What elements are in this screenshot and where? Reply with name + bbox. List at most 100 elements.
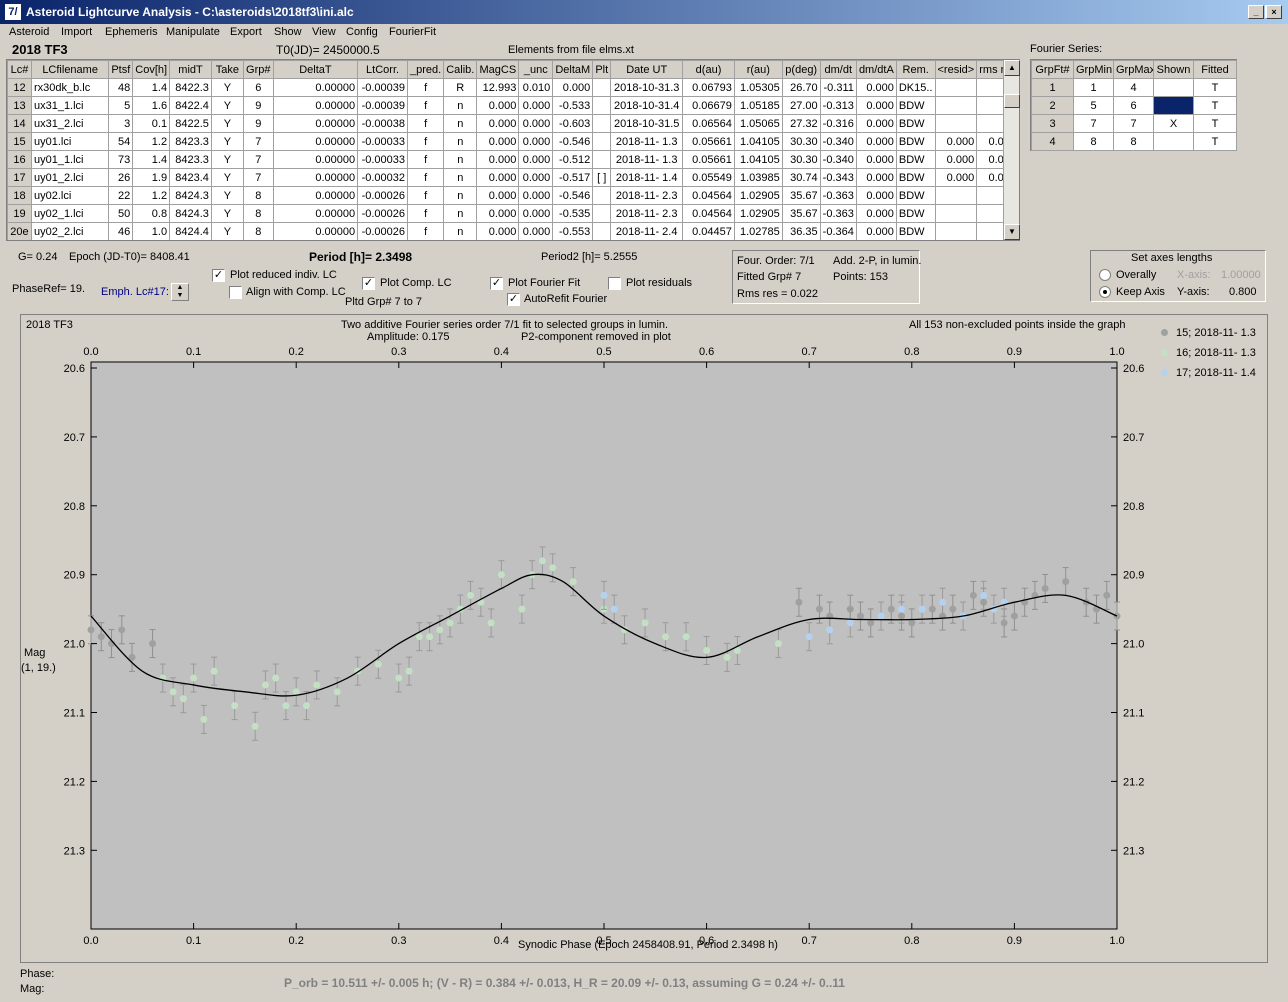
fourier-cell[interactable]: 4 bbox=[1113, 78, 1154, 97]
table-cell[interactable]: 35.67 bbox=[781, 204, 821, 223]
table-cell[interactable]: 8424.4 bbox=[169, 222, 212, 240]
table-cell[interactable]: f bbox=[407, 168, 445, 187]
row-header[interactable]: 15 bbox=[7, 132, 32, 151]
table-cell[interactable]: 1.02905 bbox=[733, 204, 783, 223]
table-cell[interactable]: Y bbox=[210, 132, 244, 151]
row-header[interactable]: 17 bbox=[7, 168, 32, 187]
table-cell[interactable] bbox=[934, 186, 978, 205]
menu-import[interactable]: Import bbox=[61, 26, 93, 38]
fourier-cell[interactable]: T bbox=[1193, 132, 1237, 151]
overally-radio[interactable] bbox=[1099, 269, 1111, 281]
lc-col-header[interactable]: dm/dtA bbox=[855, 60, 897, 79]
table-cell[interactable]: 8423.3 bbox=[169, 132, 212, 151]
table-cell[interactable]: -0.00026 bbox=[357, 204, 409, 223]
table-cell[interactable]: 0.000 bbox=[476, 132, 520, 151]
fourier-row-header[interactable]: 4 bbox=[1031, 132, 1074, 151]
table-cell[interactable]: 8 bbox=[242, 204, 274, 223]
lc-col-header[interactable]: Cov[h] bbox=[132, 60, 171, 79]
table-cell[interactable]: -0.535 bbox=[552, 204, 594, 223]
table-cell[interactable]: Y bbox=[210, 204, 244, 223]
menu-manipulate[interactable]: Manipulate bbox=[166, 26, 220, 38]
lc-col-header[interactable]: LtCorr. bbox=[357, 60, 409, 79]
table-cell[interactable]: 8422.4 bbox=[169, 96, 212, 115]
lc-col-header[interactable]: MagCS bbox=[476, 60, 520, 79]
table-cell[interactable]: 1.04105 bbox=[733, 150, 783, 169]
table-cell[interactable]: 8424.3 bbox=[169, 204, 212, 223]
table-cell[interactable]: Y bbox=[210, 96, 244, 115]
table-cell[interactable]: n bbox=[443, 114, 478, 133]
table-cell[interactable]: 0.00000 bbox=[272, 204, 359, 223]
table-cell[interactable]: 0.000 bbox=[934, 168, 978, 187]
table-cell[interactable]: 0.000 bbox=[855, 222, 897, 240]
table-cell[interactable]: -0.313 bbox=[819, 96, 857, 115]
table-cell[interactable]: 2018-11- 2.3 bbox=[610, 186, 684, 205]
table-cell[interactable]: 54 bbox=[108, 132, 134, 151]
table-cell[interactable] bbox=[592, 114, 612, 133]
table-cell[interactable]: 7 bbox=[242, 168, 274, 187]
scroll-thumb[interactable] bbox=[1004, 94, 1020, 108]
table-cell[interactable]: 0.000 bbox=[855, 78, 897, 97]
table-cell[interactable]: f bbox=[407, 114, 445, 133]
table-cell[interactable]: n bbox=[443, 150, 478, 169]
table-cell[interactable]: n bbox=[443, 222, 478, 240]
lc-col-header[interactable]: Calib. bbox=[443, 60, 478, 79]
table-cell[interactable]: BDW bbox=[895, 150, 936, 169]
table-cell[interactable]: 6 bbox=[242, 78, 274, 97]
table-cell[interactable]: uy02_2.lci bbox=[30, 222, 110, 240]
lc-table-scrollbar[interactable]: ▲ ▼ bbox=[1003, 60, 1020, 240]
table-cell[interactable]: 5 bbox=[108, 96, 134, 115]
table-cell[interactable]: BDW bbox=[895, 96, 936, 115]
table-cell[interactable]: -0.00032 bbox=[357, 168, 409, 187]
table-cell[interactable]: 1.2 bbox=[132, 132, 171, 151]
table-cell[interactable]: -0.340 bbox=[819, 132, 857, 151]
lc-col-header[interactable]: Rem. bbox=[895, 60, 936, 79]
menu-show[interactable]: Show bbox=[274, 26, 302, 38]
table-cell[interactable]: -0.546 bbox=[552, 132, 594, 151]
table-cell[interactable]: -0.363 bbox=[819, 204, 857, 223]
table-cell[interactable]: f bbox=[407, 78, 445, 97]
table-cell[interactable]: 0.1 bbox=[132, 114, 171, 133]
table-cell[interactable]: 0.00000 bbox=[272, 132, 359, 151]
table-cell[interactable] bbox=[592, 78, 612, 97]
lc-col-header[interactable]: midT bbox=[169, 60, 212, 79]
table-row[interactable]: 16 uy01_1.lci 73 1.4 8423.3 Y 7 0.00000 -0.00033… bbox=[7, 150, 1019, 169]
scroll-down-icon[interactable]: ▼ bbox=[1004, 224, 1020, 240]
table-cell[interactable]: 8422.3 bbox=[169, 78, 212, 97]
table-cell[interactable] bbox=[934, 114, 978, 133]
table-cell[interactable]: 3 bbox=[108, 114, 134, 133]
table-cell[interactable] bbox=[934, 222, 978, 240]
table-cell[interactable]: 0.06793 bbox=[682, 78, 735, 97]
table-cell[interactable]: 8424.3 bbox=[169, 186, 212, 205]
lc-col-header[interactable]: Ptsf bbox=[108, 60, 134, 79]
fourier-row-header[interactable]: 3 bbox=[1031, 114, 1074, 133]
yaxis-input[interactable]: 0.800 bbox=[1229, 286, 1257, 298]
table-cell[interactable]: n bbox=[443, 168, 478, 187]
table-cell[interactable]: -0.553 bbox=[552, 222, 594, 240]
table-cell[interactable]: 0.05661 bbox=[682, 132, 735, 151]
fourier-cell[interactable]: 8 bbox=[1113, 132, 1154, 151]
table-cell[interactable]: 26.70 bbox=[781, 78, 821, 97]
table-cell[interactable]: 30.30 bbox=[781, 132, 821, 151]
table-cell[interactable]: 0.000 bbox=[476, 186, 520, 205]
table-cell[interactable]: 1.9 bbox=[132, 168, 171, 187]
table-cell[interactable]: 46 bbox=[108, 222, 134, 240]
table-cell[interactable]: 0.000 bbox=[855, 186, 897, 205]
menu-ephemeris[interactable]: Ephemeris bbox=[105, 26, 158, 38]
fourier-cell[interactable]: X bbox=[1153, 114, 1194, 133]
lc-col-header[interactable]: DeltaM bbox=[552, 60, 594, 79]
table-cell[interactable] bbox=[592, 186, 612, 205]
table-cell[interactable]: -0.340 bbox=[819, 150, 857, 169]
emph-spinner[interactable]: ▲ ▼ bbox=[171, 283, 189, 301]
table-cell[interactable]: 0.05549 bbox=[682, 168, 735, 187]
align-comp-checkbox[interactable] bbox=[229, 286, 242, 299]
table-cell[interactable] bbox=[592, 204, 612, 223]
table-cell[interactable]: 0.06564 bbox=[682, 114, 735, 133]
table-cell[interactable]: 26 bbox=[108, 168, 134, 187]
table-cell[interactable]: 27.32 bbox=[781, 114, 821, 133]
plot-reduced-checkbox[interactable]: ✓ bbox=[212, 269, 225, 282]
table-cell[interactable]: 30.30 bbox=[781, 150, 821, 169]
table-cell[interactable]: BDW bbox=[895, 222, 936, 240]
scroll-up-icon[interactable]: ▲ bbox=[1004, 60, 1020, 76]
lc-col-header[interactable]: Grp# bbox=[242, 60, 274, 79]
table-cell[interactable]: 1.2 bbox=[132, 186, 171, 205]
